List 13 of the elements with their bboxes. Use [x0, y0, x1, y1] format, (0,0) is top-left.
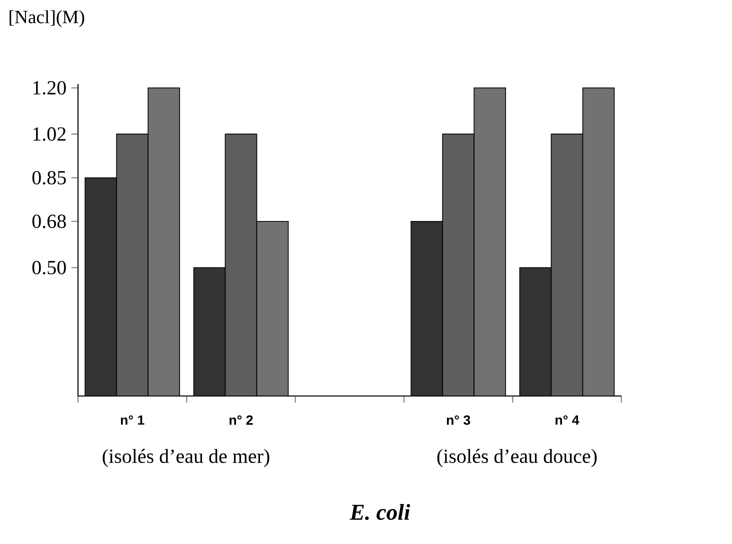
y-tick-label: 1.02 — [33, 127, 66, 141]
y-axis-title: [Nacl](M) — [10, 10, 84, 28]
x-tick-label: n° 2 — [230, 415, 253, 425]
text: (isolés d’eau de mer) — [102, 448, 270, 468]
text: (isolés d’eau douce) — [437, 448, 597, 468]
y-tick-label: 0.68 — [32, 214, 66, 228]
x-tick-label: n° 3 — [446, 415, 470, 425]
y-tick-label: 0.50 — [32, 260, 66, 274]
x-tick-label: n° 4 — [556, 415, 580, 425]
x-tick-label: n° 1 — [120, 415, 144, 425]
y-tick-label: 0.85 — [32, 170, 66, 185]
text: E. coli — [350, 504, 410, 520]
y-tick-label: 1.20 — [33, 81, 66, 95]
